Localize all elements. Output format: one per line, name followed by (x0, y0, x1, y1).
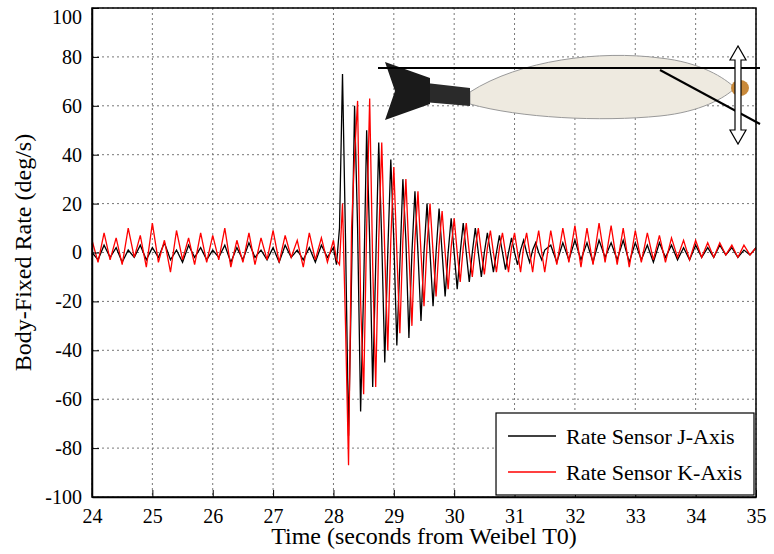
x-tick-label: 24 (83, 505, 103, 527)
x-tick-mark (333, 490, 334, 497)
legend-label: Rate Sensor K-Axis (566, 460, 742, 485)
x-tick-label: 26 (203, 505, 223, 527)
x-tick-mark (213, 490, 214, 497)
y-tick-label: -100 (45, 486, 82, 508)
y-tick: -40 (55, 339, 99, 361)
y-tick-mark (92, 448, 99, 449)
y-tick-mark (92, 301, 99, 302)
x-tick-mark (394, 490, 395, 497)
y-tick: 0 (72, 241, 99, 263)
y-tick: 20 (62, 193, 99, 215)
x-tick: 25 (143, 490, 163, 527)
projectile-illustration (378, 46, 760, 144)
x-tick: 28 (324, 490, 344, 527)
x-tick: 26 (203, 490, 223, 527)
legend-label: Rate Sensor J-Axis (566, 424, 735, 449)
y-tick-label: 80 (62, 46, 82, 68)
plot-area (92, 74, 756, 465)
y-tick-label: -40 (55, 339, 82, 361)
y-tick-mark (92, 253, 99, 254)
y-tick-label: 20 (62, 193, 82, 215)
x-tick-label: 33 (626, 505, 646, 527)
legend-box (496, 413, 754, 495)
y-tick-mark (92, 399, 99, 400)
y-tick-label: -80 (55, 437, 82, 459)
y-axis: -100 -80 -60 -40 -20 0 20 40 60 80 100 (45, 6, 99, 508)
x-axis-title: Time (seconds from Weibel T0) (271, 523, 577, 549)
chart: 242526272829303132333435-100-80-60-40-20… (0, 0, 774, 554)
x-tick-label: 25 (143, 505, 163, 527)
series-line (92, 98, 756, 465)
y-tick: -60 (55, 388, 99, 410)
grid-line (92, 399, 756, 400)
y-tick-mark (92, 57, 99, 58)
y-tick-mark (92, 106, 99, 107)
projectile-body (470, 55, 735, 118)
legend-swatch (508, 435, 556, 437)
plot-frame (92, 8, 756, 497)
y-tick-label: 100 (52, 6, 82, 28)
y-tick-mark (92, 497, 99, 498)
y-tick: -80 (55, 437, 99, 459)
x-tick: 30 (445, 490, 465, 527)
y-tick-mark (92, 350, 99, 351)
grid-line (92, 154, 756, 155)
y-tick-label: -20 (55, 290, 82, 312)
y-tick: -20 (55, 290, 99, 312)
y-tick: 80 (62, 46, 99, 68)
y-tick-label: 0 (72, 241, 82, 263)
grid (92, 8, 756, 497)
motion-arrow (730, 46, 746, 144)
y-tick-label: 60 (62, 95, 82, 117)
y-tick: 40 (62, 144, 99, 166)
y-tick: 60 (62, 95, 99, 117)
x-tick-label: 35 (747, 505, 767, 527)
y-tick: 100 (52, 6, 99, 28)
x-tick-mark (273, 490, 274, 497)
x-tick: 27 (264, 490, 284, 527)
y-tick-mark (92, 8, 99, 9)
reference-line (660, 70, 760, 124)
grid-line (92, 203, 756, 204)
x-tick: 29 (384, 490, 404, 527)
legend-swatch (508, 471, 556, 473)
y-tick: -100 (45, 486, 99, 508)
projectile-fins (385, 62, 430, 120)
y-tick-label: 40 (62, 144, 82, 166)
x-tick-mark (454, 490, 455, 497)
x-tick-label: 34 (686, 505, 706, 527)
series-line (92, 74, 756, 436)
y-tick-mark (92, 204, 99, 205)
x-axis-line (93, 497, 757, 499)
legend: Rate Sensor J-Axis Rate Sensor K-Axis (496, 413, 754, 495)
reference-line (378, 67, 760, 69)
grid-line (92, 350, 756, 351)
y-tick-mark (92, 155, 99, 156)
x-tick-mark (756, 490, 757, 497)
x-tick-mark (152, 490, 153, 497)
y-axis-title: Body-Fixed Rate (deg/s) (10, 134, 36, 371)
y-tick-label: -60 (55, 388, 82, 410)
